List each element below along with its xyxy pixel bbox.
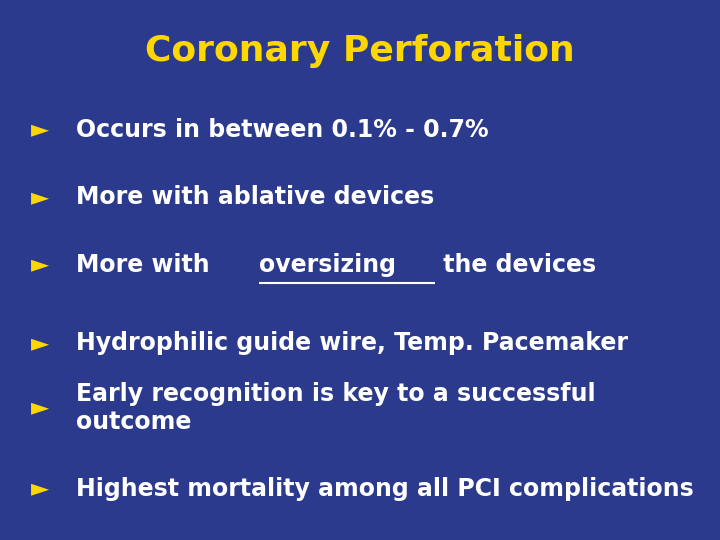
Text: ►: ► [30, 118, 49, 141]
Text: Early recognition is key to a successful
outcome: Early recognition is key to a successful… [76, 382, 595, 434]
Text: ►: ► [30, 477, 49, 501]
Text: More with ablative devices: More with ablative devices [76, 185, 434, 209]
Text: ►: ► [30, 253, 49, 276]
Text: the devices: the devices [436, 253, 597, 276]
Text: Highest mortality among all PCI complications: Highest mortality among all PCI complica… [76, 477, 693, 501]
Text: ►: ► [30, 185, 49, 209]
Text: More with: More with [76, 253, 217, 276]
Text: ►: ► [30, 396, 49, 420]
Text: Coronary Perforation: Coronary Perforation [145, 35, 575, 68]
Text: ►: ► [30, 331, 49, 355]
Text: oversizing: oversizing [258, 253, 396, 276]
Text: Hydrophilic guide wire, Temp. Pacemaker: Hydrophilic guide wire, Temp. Pacemaker [76, 331, 628, 355]
Text: Occurs in between 0.1% - 0.7%: Occurs in between 0.1% - 0.7% [76, 118, 488, 141]
